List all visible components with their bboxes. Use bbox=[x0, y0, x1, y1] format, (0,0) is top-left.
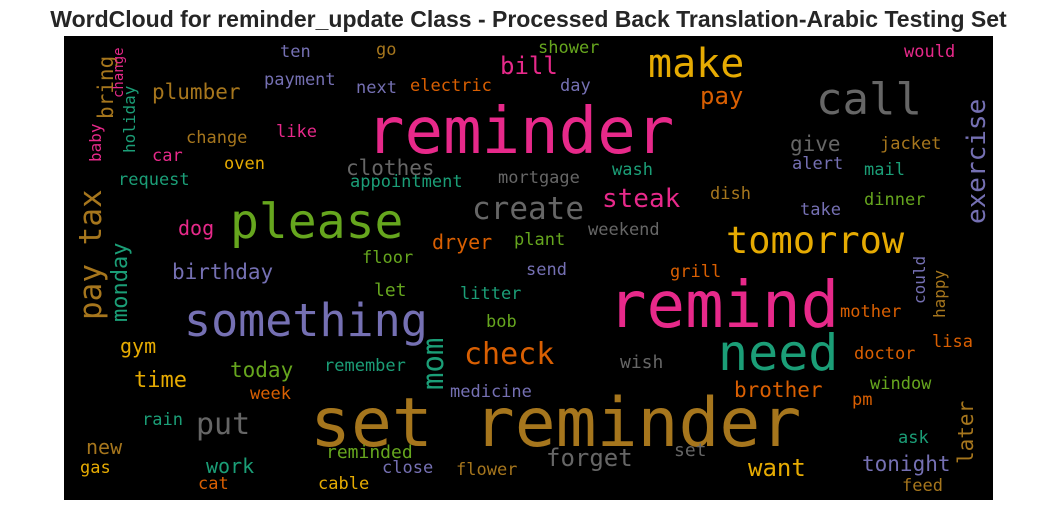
word-mom: mom bbox=[416, 337, 450, 390]
word-doctor: doctor bbox=[854, 344, 916, 364]
word-plant: plant bbox=[514, 230, 566, 250]
word-please: please bbox=[230, 194, 404, 250]
word-change: change bbox=[111, 47, 127, 98]
word-mother: mother bbox=[840, 302, 902, 322]
word-forget: forget bbox=[546, 444, 633, 472]
word-alert: alert bbox=[792, 154, 844, 174]
word-reminded: reminded bbox=[326, 442, 413, 463]
word-change-h: change bbox=[186, 128, 248, 148]
word-steak: steak bbox=[602, 184, 681, 214]
word-mail: mail bbox=[864, 160, 905, 180]
word-jacket: jacket bbox=[880, 134, 942, 154]
word-take: take bbox=[800, 200, 841, 220]
word-plumber: plumber bbox=[152, 80, 241, 104]
word-later: later bbox=[954, 400, 978, 464]
word-baby: baby bbox=[86, 123, 105, 162]
word-set-reminder: set reminder bbox=[310, 384, 802, 463]
word-exercise: exercise bbox=[962, 98, 992, 224]
word-grill: grill bbox=[670, 262, 722, 282]
word-shower: shower bbox=[538, 38, 600, 58]
word-appointment: appointment bbox=[350, 172, 463, 192]
word-remember: remember bbox=[324, 356, 406, 376]
word-floor: floor bbox=[362, 248, 414, 268]
word-put: put bbox=[196, 407, 251, 442]
word-send: send bbox=[526, 260, 567, 280]
word-next: next bbox=[356, 78, 397, 98]
word-tonight: tonight bbox=[862, 452, 951, 476]
word-pm: pm bbox=[852, 390, 873, 410]
word-ask: ask bbox=[898, 428, 929, 448]
word-birthday: birthday bbox=[172, 260, 274, 284]
word-wish: wish bbox=[620, 352, 664, 373]
word-mortgage: mortgage bbox=[498, 168, 580, 188]
word-litter: litter bbox=[460, 284, 522, 304]
word-work: work bbox=[206, 454, 255, 478]
word-dinner: dinner bbox=[864, 190, 926, 210]
word-call: call bbox=[816, 74, 922, 125]
word-time: time bbox=[134, 368, 187, 393]
chart-title: WordCloud for reminder_update Class - Pr… bbox=[50, 6, 1007, 32]
word-need: need bbox=[718, 324, 839, 382]
word-bob: bob bbox=[486, 312, 517, 332]
word-let: let bbox=[374, 280, 407, 301]
word-set: set bbox=[674, 440, 707, 461]
word-would: would bbox=[904, 42, 956, 62]
word-new: new bbox=[86, 435, 123, 459]
word-car: car bbox=[152, 146, 183, 166]
word-wash: wash bbox=[612, 160, 653, 180]
word-reminder: reminder bbox=[366, 95, 675, 169]
word-ten: ten bbox=[280, 42, 311, 62]
word-bill: bill bbox=[500, 52, 558, 80]
word-something: something bbox=[184, 294, 428, 347]
word-request: request bbox=[118, 170, 190, 190]
word-cable: cable bbox=[318, 474, 370, 494]
word-clothes: clothes bbox=[346, 156, 435, 180]
word-remind: remind bbox=[608, 269, 840, 343]
word-week: week bbox=[250, 384, 291, 404]
word-rain: rain bbox=[142, 410, 183, 430]
word-monday: monday bbox=[108, 242, 133, 322]
word-dish: dish bbox=[710, 184, 751, 204]
word-go: go bbox=[376, 40, 397, 60]
word-create: create bbox=[472, 191, 584, 227]
word-gas: gas bbox=[80, 458, 111, 478]
word-brother: brother bbox=[734, 378, 823, 402]
word-today: today bbox=[230, 358, 294, 382]
word-like: like bbox=[276, 122, 317, 142]
word-feed: feed bbox=[902, 476, 943, 496]
word-oven: oven bbox=[224, 154, 265, 174]
word-pay: pay bbox=[700, 82, 744, 110]
word-pay-tax: pay tax bbox=[73, 189, 109, 320]
word-payment: payment bbox=[264, 70, 336, 90]
word-tomorrow: tomorrow bbox=[726, 219, 905, 262]
word-make: make bbox=[648, 41, 745, 87]
word-close: close bbox=[382, 458, 434, 478]
word-day: day bbox=[560, 76, 591, 96]
word-window: window bbox=[870, 374, 932, 394]
word-check: check bbox=[464, 337, 555, 372]
word-flower: flower bbox=[456, 460, 518, 480]
word-dryer: dryer bbox=[432, 230, 493, 254]
word-happy: happy bbox=[930, 269, 949, 318]
word-want: want bbox=[748, 454, 806, 482]
word-electric: electric bbox=[410, 76, 492, 96]
word-weekend: weekend bbox=[588, 220, 660, 240]
word-cat: cat bbox=[198, 474, 229, 494]
word-could: could bbox=[910, 255, 929, 304]
word-gym: gym bbox=[120, 334, 157, 358]
word-give: give bbox=[790, 132, 841, 156]
word-medicine: medicine bbox=[450, 382, 532, 402]
word-dog: dog bbox=[178, 216, 215, 240]
word-lisa: lisa bbox=[932, 332, 973, 352]
wordcloud-canvas: set reminder reminder remind please some… bbox=[64, 36, 993, 500]
